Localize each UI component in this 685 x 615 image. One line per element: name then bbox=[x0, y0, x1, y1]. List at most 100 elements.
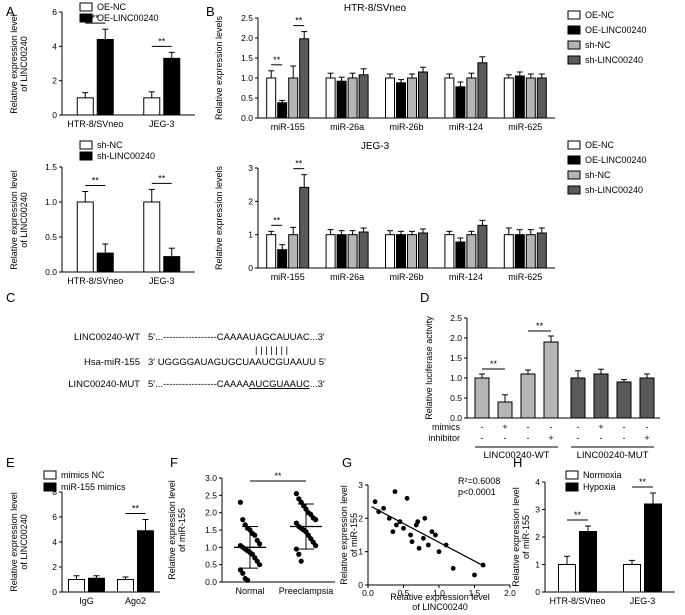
y-tick-label: 1.0 bbox=[241, 73, 253, 83]
mimics-mark: - bbox=[550, 422, 553, 432]
bar bbox=[325, 234, 336, 269]
x-tick-label: 1.5 bbox=[469, 588, 481, 598]
legend-label: OE-LINC00240 bbox=[97, 13, 159, 23]
legend-label: Hypoxia bbox=[583, 482, 616, 492]
y-tick-label: 0.5 bbox=[205, 560, 217, 570]
x-tick-label: miR-155 bbox=[271, 272, 305, 282]
sequence-seq-prefix: 5'...-----------------CAAAA bbox=[148, 379, 250, 390]
bar bbox=[96, 252, 114, 273]
bar bbox=[525, 77, 536, 119]
legend-swatch bbox=[567, 55, 581, 65]
data-point bbox=[404, 495, 410, 501]
x-tick-label: 1.0 bbox=[433, 588, 445, 598]
bar bbox=[76, 97, 94, 116]
y-axis-label: Relative expression levelof LINC00240 bbox=[9, 492, 29, 592]
data-point bbox=[425, 542, 431, 548]
bar bbox=[444, 234, 455, 269]
bar bbox=[455, 241, 466, 269]
y-tick-label: 0.5 bbox=[450, 393, 462, 403]
legend-swatch bbox=[43, 470, 57, 480]
bar bbox=[514, 234, 525, 269]
sequence-seq-prefix: 5'...-----------------CAAAA bbox=[148, 332, 250, 343]
inhibitor-mark: - bbox=[623, 433, 626, 443]
x-tick-label: miR-124 bbox=[449, 272, 483, 282]
data-point bbox=[252, 532, 258, 538]
group-label: LINC00240-WT bbox=[484, 450, 550, 461]
sequence-text: 5'...-----------------CAAAAUAGCAUUAC...3… bbox=[148, 332, 325, 343]
bar bbox=[593, 373, 609, 419]
significance-marker: ** bbox=[158, 173, 166, 183]
x-tick-label: HTR-8/SVneo bbox=[67, 276, 123, 286]
x-tick-label: JEG-3 bbox=[149, 276, 175, 286]
data-point bbox=[257, 562, 263, 568]
legend-label: OE-LINC00240 bbox=[585, 25, 647, 35]
sequence-seq-site: UAGCAUUAC bbox=[249, 332, 310, 343]
x-axis-label-line2: of LINC00240 bbox=[412, 602, 468, 612]
data-point bbox=[296, 551, 302, 557]
y-axis-label: Relative luciferase activity bbox=[424, 316, 434, 420]
data-point bbox=[401, 525, 406, 531]
bar bbox=[477, 224, 488, 269]
panel-label-d: D bbox=[420, 290, 429, 305]
y-axis-label-line1: Relative expression level bbox=[511, 487, 521, 587]
y-tick-label: 1.5 bbox=[450, 353, 462, 363]
y-tick-label: 1.5 bbox=[205, 525, 217, 535]
p-value-annotation: p<0.0001 bbox=[458, 487, 496, 497]
data-point bbox=[240, 517, 246, 523]
regression-line bbox=[371, 506, 486, 568]
legend-label: OE-LINC00240 bbox=[585, 155, 647, 165]
bar bbox=[503, 77, 514, 119]
legend-swatch bbox=[567, 155, 581, 165]
panel-label-e: E bbox=[6, 455, 15, 470]
y-axis-label: Relative expression levelof LINC00240 bbox=[9, 14, 29, 114]
panel-label-h: H bbox=[513, 455, 522, 470]
inhibitor-mark: - bbox=[577, 433, 580, 443]
y-tick-label: 1 bbox=[535, 560, 540, 570]
data-point bbox=[240, 570, 246, 576]
bar bbox=[525, 234, 536, 269]
bar bbox=[477, 62, 488, 119]
y-tick-label: 0.5 bbox=[241, 93, 253, 103]
y-tick-label: 1.5 bbox=[45, 162, 57, 172]
bar bbox=[347, 77, 358, 119]
data-point bbox=[394, 522, 399, 528]
bar bbox=[579, 531, 597, 593]
data-point bbox=[415, 519, 421, 525]
bar bbox=[418, 232, 428, 269]
sequence-seq-prefix: 3' UGGGGAUAGUGCUAAU bbox=[148, 357, 269, 368]
significance-marker: ** bbox=[274, 471, 282, 481]
row-label-mimics: mimics bbox=[432, 422, 460, 432]
legend-swatch bbox=[567, 25, 581, 35]
significance-marker: ** bbox=[273, 215, 281, 225]
y-tick-label: 0.0 bbox=[450, 413, 462, 423]
mimics-mark: + bbox=[502, 422, 507, 432]
data-point bbox=[472, 572, 477, 578]
y-axis-label-line2: of miR-155 bbox=[177, 508, 187, 552]
y-axis-label: Relative expression levelof LINC00240 bbox=[9, 170, 29, 270]
bar bbox=[385, 234, 395, 269]
bar bbox=[444, 77, 455, 119]
legend-label: sh-LINC00240 bbox=[585, 55, 643, 65]
bar bbox=[358, 74, 369, 119]
data-point bbox=[298, 558, 304, 564]
y-axis-label: Relative expression levelof miR-155 bbox=[339, 485, 359, 585]
y-tick-label: 0.0 bbox=[45, 267, 57, 277]
group-label: LINC00240-MUT bbox=[577, 450, 649, 461]
y-axis-label: Relative expression levels bbox=[214, 165, 224, 270]
data-point bbox=[372, 499, 378, 505]
legend-label: sh-LINC00240 bbox=[97, 151, 155, 161]
y-tick-label: 8 bbox=[52, 487, 57, 497]
mimics-mark: - bbox=[646, 422, 649, 432]
y-tick-label: 2.0 bbox=[241, 33, 253, 43]
y-tick-label: 2.0 bbox=[450, 333, 462, 343]
legend-swatch bbox=[43, 482, 57, 492]
data-point bbox=[450, 565, 456, 571]
row-label-inhibitor: inhibitor bbox=[428, 433, 460, 443]
bar bbox=[558, 564, 576, 593]
y-tick-label: 3.0 bbox=[205, 473, 217, 483]
inhibitor-mark: - bbox=[527, 433, 530, 443]
sequence-text: 3' UGGGGAUAGUGCUAAUCGUAAUU 5' bbox=[148, 357, 326, 368]
y-axis-label-line1: Relative expression level bbox=[9, 14, 19, 114]
data-point bbox=[293, 491, 299, 497]
y-tick-label: 0.5 bbox=[45, 232, 57, 242]
